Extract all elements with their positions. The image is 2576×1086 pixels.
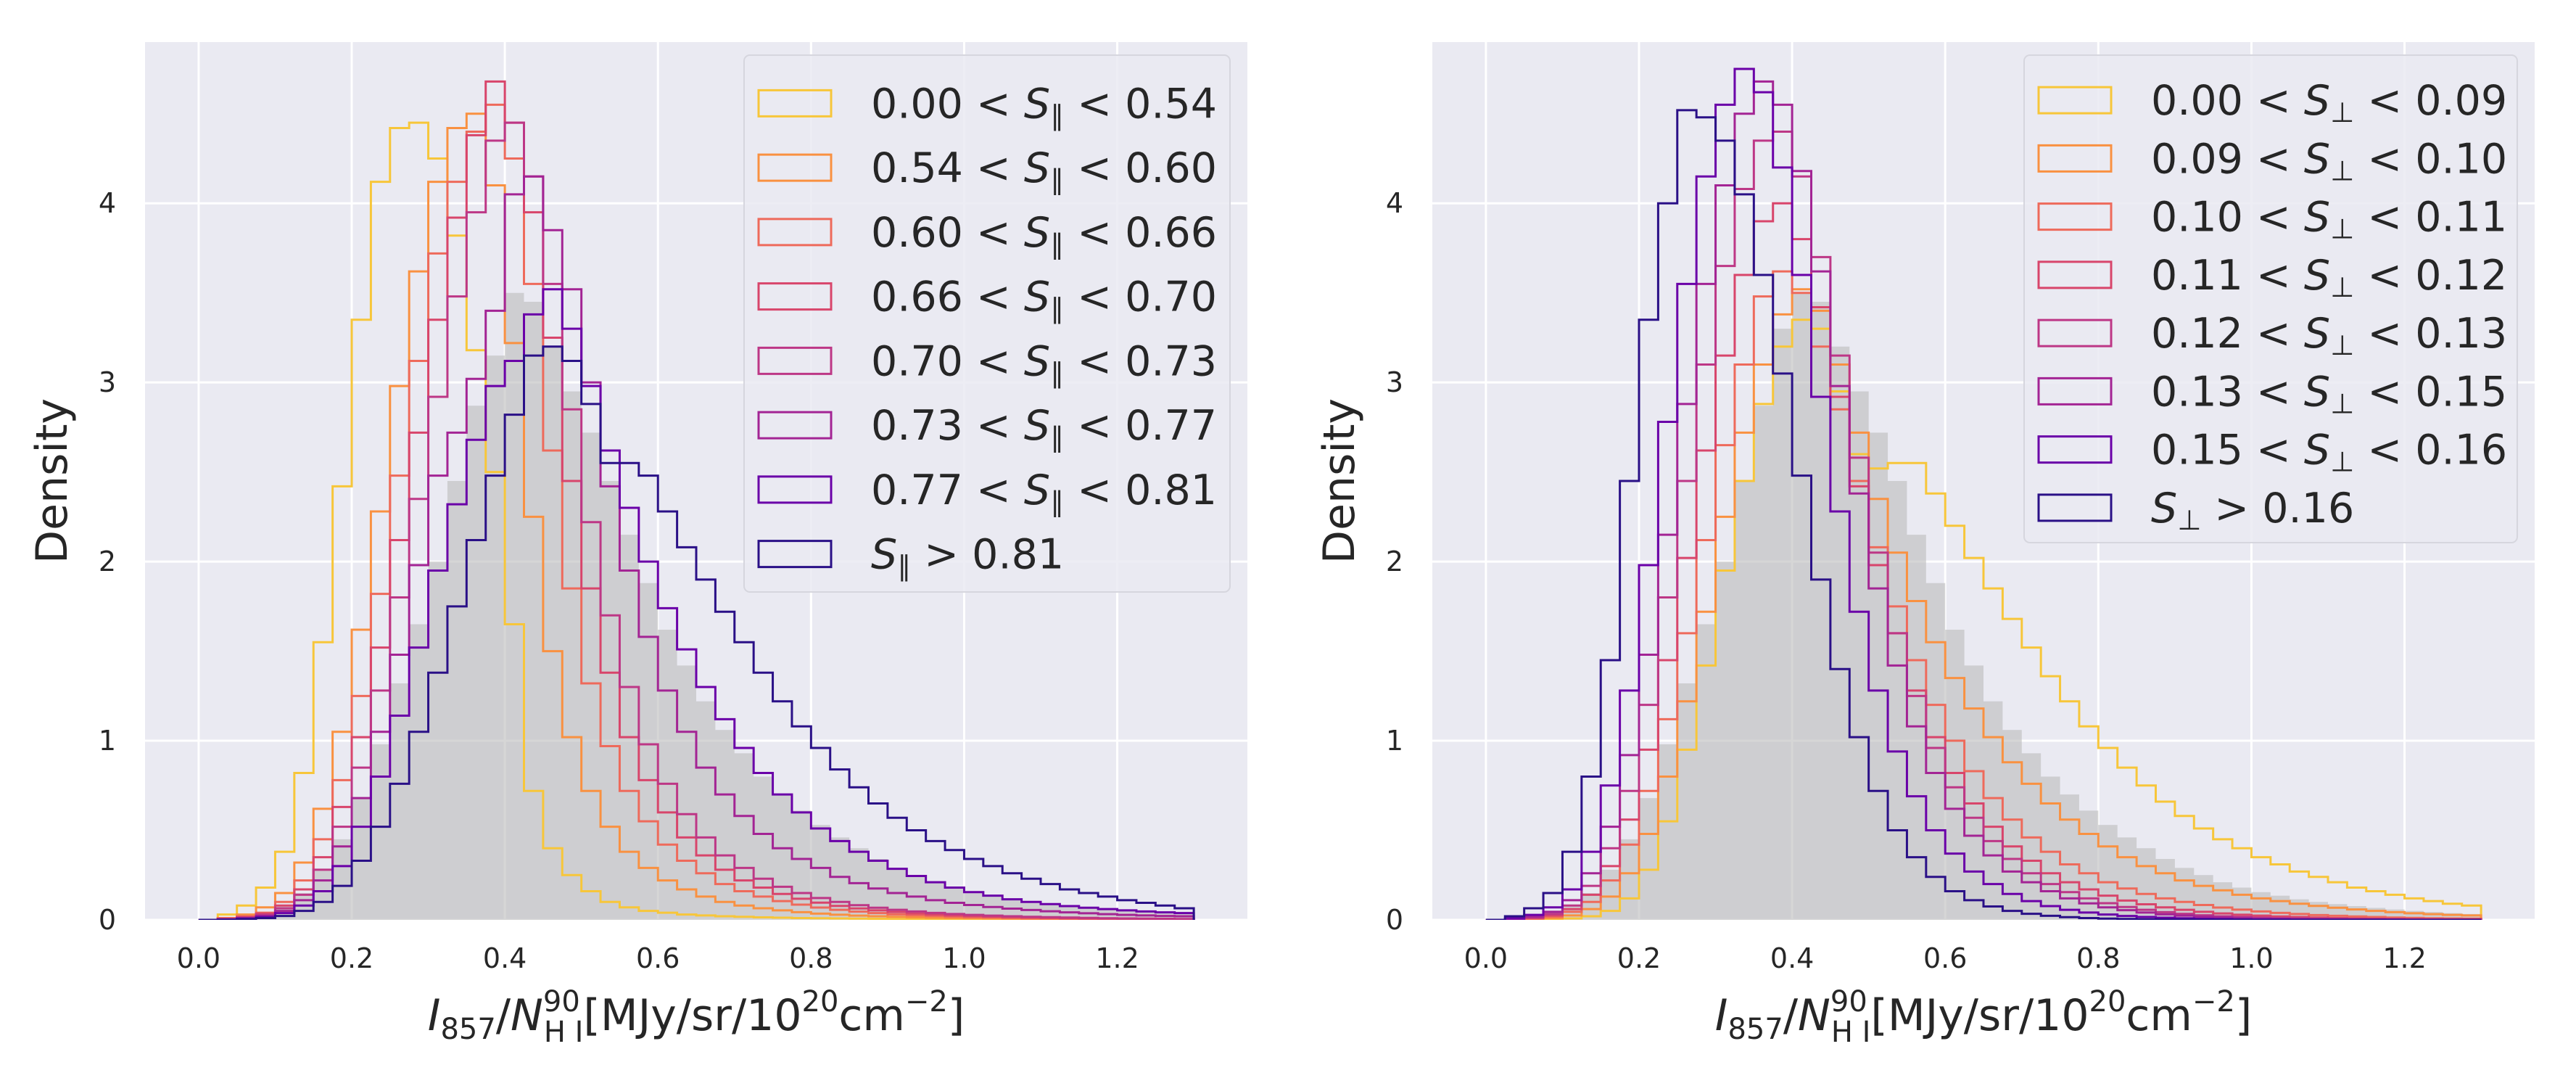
histogram-layer [1485,67,2482,920]
legend-swatch [757,475,833,504]
legend-label: 0.09 < S⊥ < 0.10 [2151,135,2507,186]
y-axis-title: Density [27,398,78,564]
histogram-series-7 [1485,109,2482,920]
histogram-layer [198,80,1195,920]
x-axis-title: I857/N90 H I[MJy/sr/1020cm−2] [428,985,965,1049]
legend-swatch [2037,493,2113,522]
legend-label: 0.10 < S⊥ < 0.11 [2151,194,2507,245]
x-tick-label: 0.2 [1617,942,1661,974]
legend-label: 0.11 < S⊥ < 0.12 [2151,252,2507,303]
legend-swatch [757,411,833,440]
legend-swatch [2037,377,2113,406]
histogram-series-7 [198,345,1195,920]
legend-label: 0.15 < S⊥ < 0.16 [2151,427,2507,478]
x-tick-label: 0.0 [1464,942,1508,974]
overall-histogram-fill [1485,292,2482,920]
x-tick-label: 0.8 [2076,942,2120,974]
legend-swatch [2037,318,2113,347]
legend-label: 0.13 < S⊥ < 0.15 [2151,368,2507,419]
legend-swatch [757,282,833,311]
y-tick-label: 4 [99,187,116,219]
y-tick-label: 3 [99,366,116,398]
x-tick-label: 1.0 [2229,942,2273,974]
x-tick-label: 0.6 [636,942,680,974]
x-tick-label: 0.4 [1770,942,1814,974]
y-tick-label: 3 [1386,366,1403,398]
x-tick-label: 1.2 [2382,942,2426,974]
legend-label: 0.73 < S∥ < 0.77 [871,402,1217,453]
y-tick-label: 4 [1386,187,1403,219]
histogram-series-1 [1485,288,2482,920]
y-tick-label: 2 [1386,546,1403,577]
x-tick-label: 0.8 [789,942,833,974]
legend-label: S⊥ > 0.16 [2151,485,2354,536]
legend-swatch [2037,260,2113,289]
legend-swatch [2037,144,2113,173]
legend-swatch [757,346,833,375]
y-tick-label: 1 [1386,725,1403,757]
legend-label: 0.54 < S∥ < 0.60 [871,144,1217,196]
y-tick-label: 0 [1386,904,1403,936]
y-axis-title: Density [1314,398,1365,564]
left-panel: 0.0 0.2 0.4 0.6 0.8 1.0 1.2 0 1 2 3 4 Density I857/N9… [27,42,1247,1049]
x-tick-label: 0.4 [483,942,527,974]
legend-swatch [757,89,833,118]
y-tick-label: 0 [99,904,116,936]
legend-label: 0.00 < S∥ < 0.54 [871,80,1217,131]
y-tick-label: 1 [99,725,116,757]
legend-label: 0.12 < S⊥ < 0.13 [2151,310,2507,361]
x-tick-label: 1.2 [1095,942,1139,974]
legend-label: 0.00 < S⊥ < 0.09 [2151,77,2507,128]
legend-swatch [2037,202,2113,231]
x-tick-label: 0.6 [1923,942,1967,974]
legend-swatch [2037,86,2113,115]
legend-label: 0.77 < S∥ < 0.81 [871,466,1217,518]
legend-swatch [757,218,833,247]
legend-label: 0.66 < S∥ < 0.70 [871,273,1217,325]
right-panel: 0.0 0.2 0.4 0.6 0.8 1.0 1.2 0 1 2 3 4 Density I857/N9… [1314,42,2535,1049]
x-tick-label: 0.2 [330,942,373,974]
legend-swatch [2037,435,2113,464]
legend-swatch [757,153,833,182]
legend-label: 0.70 < S∥ < 0.73 [871,337,1217,389]
x-tick-label: 1.0 [942,942,986,974]
histogram-series-2 [1485,270,2482,920]
legend-label: 0.60 < S∥ < 0.66 [871,209,1217,260]
overall-histogram-fill [198,292,1194,920]
y-tick-label: 2 [99,546,116,577]
legend-label: S∥ > 0.81 [871,531,1064,583]
x-tick-label: 0.0 [177,942,220,974]
legend-box [2023,54,2518,543]
x-axis-title: I857/N90 H I[MJy/sr/1020cm−2] [1715,985,2253,1049]
histogram-series-6 [198,288,1195,920]
legend-swatch [757,540,833,569]
legend-box [743,54,1231,593]
